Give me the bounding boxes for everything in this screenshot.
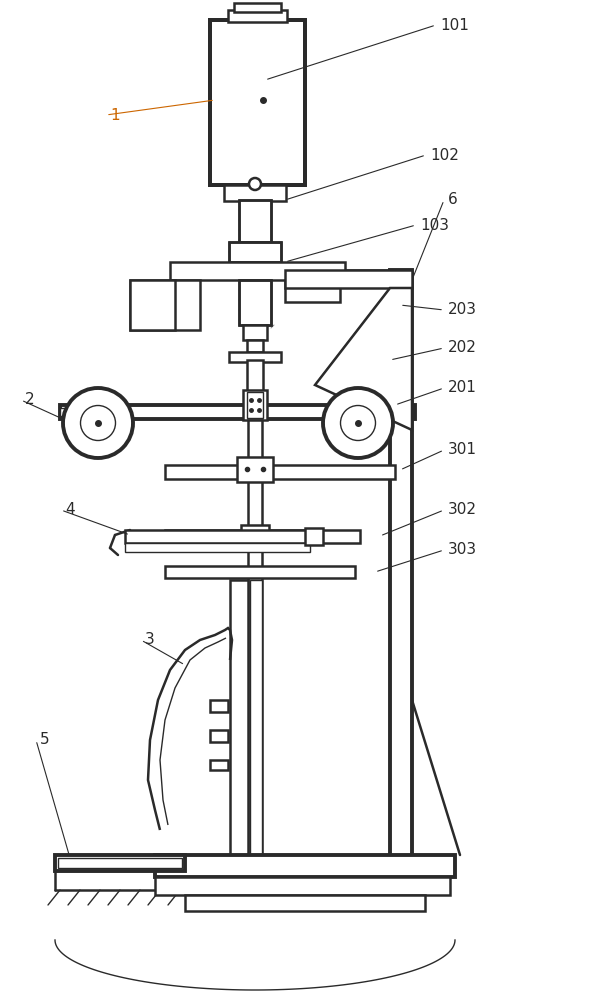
Text: 201: 201 [448,380,477,395]
Text: 4: 4 [65,502,74,518]
Bar [305,528,323,545]
Circle shape [249,178,261,190]
Text: 5: 5 [40,732,50,748]
Bar [210,20,305,185]
Bar [165,566,355,578]
Text: 102: 102 [430,147,459,162]
Bar [239,280,271,325]
Text: 2: 2 [25,392,35,408]
Text: 1: 1 [110,107,119,122]
Bar [230,580,248,870]
Bar [170,262,345,280]
Bar [58,858,182,868]
Bar [239,200,271,242]
Bar [247,392,263,418]
Bar [224,185,286,201]
Bar [247,360,263,415]
Text: 203: 203 [448,302,477,318]
Bar [55,855,185,871]
Bar [237,457,273,482]
Text: 101: 101 [440,17,469,32]
Text: 6: 6 [448,192,458,208]
Bar [285,270,412,288]
Bar [362,408,394,416]
Bar [60,408,100,416]
Bar [248,420,262,870]
Text: 301: 301 [448,442,477,458]
Text: 3: 3 [145,633,155,648]
Bar [285,280,340,302]
Bar [210,760,228,770]
Bar [165,465,395,479]
Bar [239,200,271,242]
Bar [390,880,412,905]
Bar [130,280,200,330]
Bar [165,530,360,543]
Circle shape [323,388,393,458]
Bar [185,895,425,911]
Bar [228,10,287,22]
Bar [210,700,228,712]
Polygon shape [315,288,412,430]
Bar [234,3,281,12]
Bar [243,390,267,420]
Text: 303: 303 [448,542,477,558]
Bar [229,242,281,262]
Bar [402,903,410,909]
Bar [241,525,269,547]
Bar [130,280,175,330]
Bar [210,20,305,185]
Circle shape [63,388,133,458]
Bar [60,405,415,419]
Text: 202: 202 [448,340,477,356]
Bar [155,855,455,877]
Bar [392,903,400,909]
Bar [229,352,281,362]
Text: 302: 302 [448,502,477,518]
Bar [155,877,450,895]
Text: 103: 103 [420,218,449,232]
Bar [125,543,310,552]
Bar [125,530,310,543]
Bar [239,280,271,325]
Bar [250,580,262,870]
Bar [358,400,378,425]
Bar [390,270,412,880]
Bar [247,340,263,352]
Bar [210,730,228,742]
Bar [243,325,267,340]
Bar [229,242,281,262]
